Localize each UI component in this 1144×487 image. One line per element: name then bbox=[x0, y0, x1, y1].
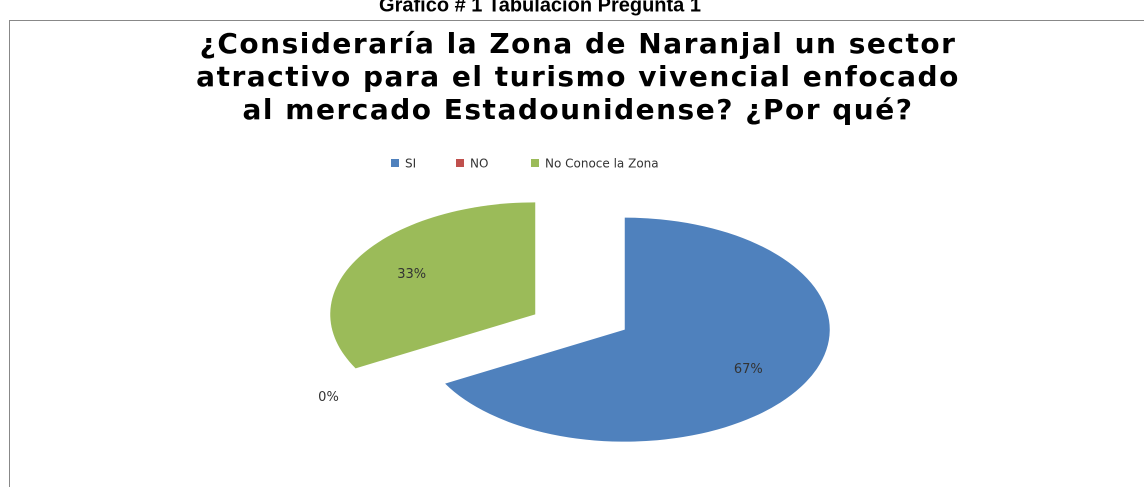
chart-title: atractivo para el turismo vivencial enfo… bbox=[196, 60, 960, 93]
legend-label: SI bbox=[405, 157, 416, 171]
legend-swatch bbox=[456, 159, 464, 167]
data-label: 33% bbox=[397, 267, 426, 282]
pie-slice bbox=[445, 217, 830, 442]
page-heading: Grafico # 1 Tabulación Pregunta 1 bbox=[379, 0, 701, 16]
legend-swatch bbox=[531, 159, 539, 167]
chart-title: ¿Consideraría la Zona de Naranjal un sec… bbox=[200, 27, 957, 60]
data-label: 67% bbox=[734, 362, 763, 377]
legend-label: No Conoce la Zona bbox=[545, 157, 659, 171]
legend-swatch bbox=[391, 159, 399, 167]
pie-slice bbox=[330, 202, 536, 369]
legend-label: NO bbox=[470, 157, 488, 171]
chart-title: al mercado Estadounidense? ¿Por qué? bbox=[243, 93, 914, 126]
data-label: 0% bbox=[318, 390, 339, 405]
